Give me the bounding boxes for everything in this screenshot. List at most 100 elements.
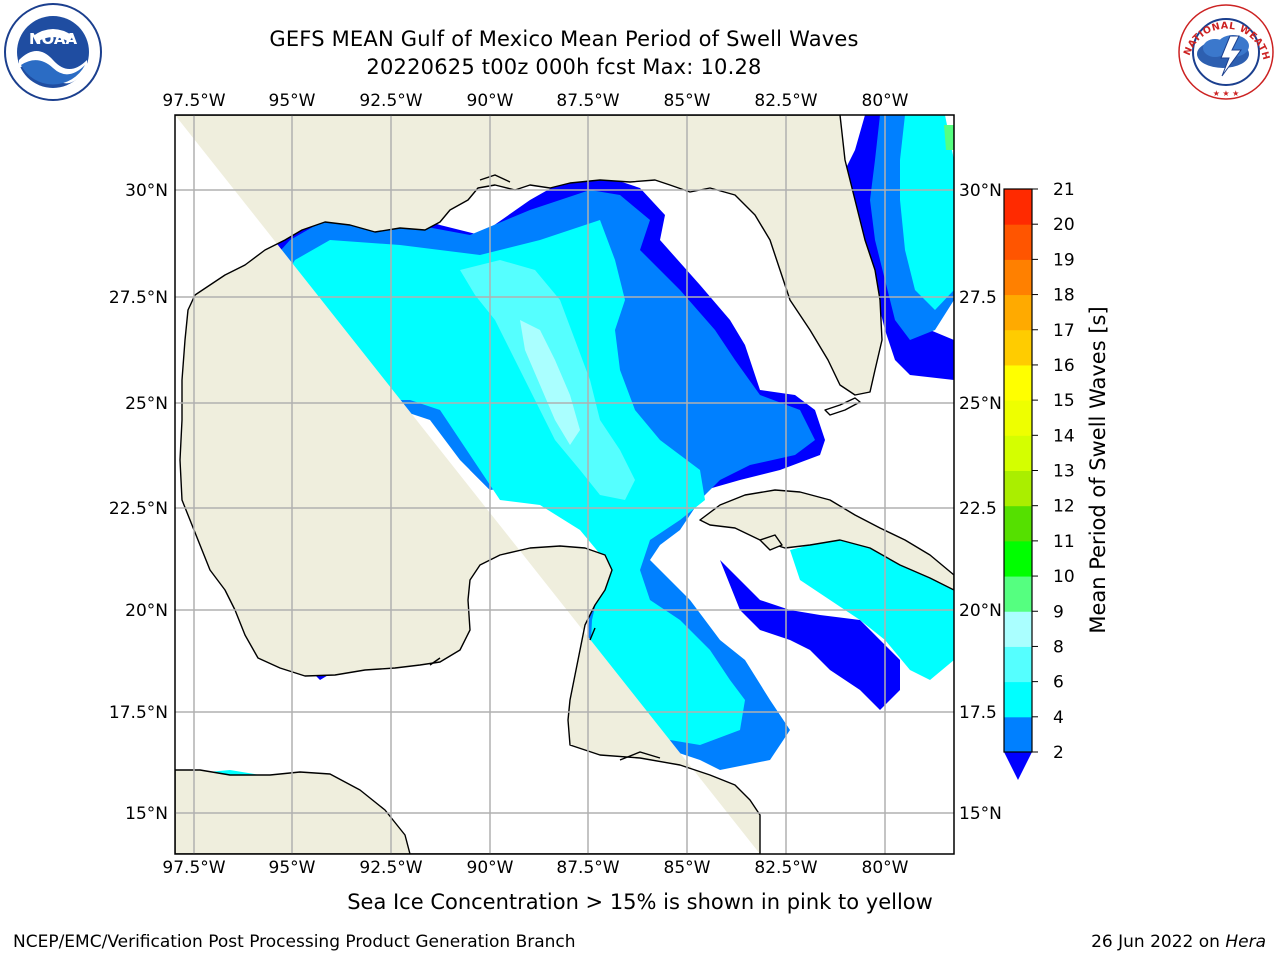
colorbar-tick-label: 4	[1053, 708, 1064, 728]
sea-ice-caption: Sea Ice Concentration > 15% is shown in …	[0, 890, 1280, 914]
colorbar-band	[1004, 329, 1032, 366]
lon-labels-top: 97.5°W 95°W 92.5°W 90°W 87.5°W 85°W 82.5…	[162, 91, 908, 111]
lat-label-left: 27.5°N	[109, 288, 168, 308]
swell-field	[175, 115, 954, 854]
lat-label-right: 15°N	[959, 804, 1002, 824]
lat-label-right: 27.5	[959, 288, 997, 308]
swell-region-green-atlantic	[944, 125, 954, 150]
footer-host: Hera	[1225, 932, 1266, 952]
land-florida-keys	[824, 397, 861, 416]
swell-region-cyan-pacific	[175, 770, 410, 854]
colorbar-tick-label: 21	[1053, 180, 1075, 200]
colorbar-band	[1004, 400, 1032, 436]
lon-label-bottom: 80°W	[862, 858, 909, 878]
swell-region-pale-cyan-pacific	[290, 775, 402, 854]
lon-label-top: 87.5°W	[556, 91, 619, 111]
lon-label-bottom: 95°W	[269, 858, 316, 878]
lat-label-right: 20°N	[959, 601, 1002, 621]
swell-region-green	[300, 772, 330, 782]
map-gridlines	[175, 115, 954, 854]
colorbar-extend-triangle	[1004, 752, 1032, 780]
land-north-america	[175, 115, 883, 854]
lon-label-bottom: 92.5°W	[359, 858, 422, 878]
lon-labels-bottom: 97.5°W 95°W 92.5°W 90°W 87.5°W 85°W 82.5…	[162, 858, 908, 878]
colorbar-label: Mean Period of Swell Waves [s]	[1086, 306, 1110, 633]
colorbar-tick-label: 20	[1053, 215, 1075, 235]
colorbar-band	[1004, 294, 1032, 331]
lat-label-left: 25°N	[125, 394, 168, 414]
lon-label-top: 82.5°W	[754, 91, 817, 111]
colorbar-band	[1004, 259, 1032, 296]
colorbar-tick-label: 2	[1053, 743, 1064, 763]
sea-ice-caption-text: Sea Ice Concentration > 15% is shown in …	[347, 890, 933, 914]
lon-label-top: 97.5°W	[162, 91, 225, 111]
colorbar-band	[1004, 540, 1032, 577]
colorbar-band	[1004, 364, 1032, 401]
colorbar-tick-label: 9	[1053, 602, 1064, 622]
lon-label-bottom: 85°W	[664, 858, 711, 878]
lat-label-left: 20°N	[125, 601, 168, 621]
swell-region-cyan-atlantic	[900, 115, 954, 310]
coastline-details	[429, 174, 661, 761]
colorbar-tick-label: 11	[1053, 532, 1075, 552]
swell-region-blue-atlantic	[870, 115, 954, 340]
colorbar-tick-label: 18	[1053, 286, 1075, 306]
lat-label-right: 30°N	[959, 181, 1002, 201]
colorbar-band	[1004, 505, 1032, 542]
colorbar-band	[1004, 189, 1032, 225]
colorbar-band	[1004, 576, 1032, 612]
chart-title: GEFS MEAN Gulf of Mexico Mean Period of …	[269, 27, 859, 51]
noaa-logo: NOAA	[4, 3, 102, 101]
map-area	[175, 115, 954, 854]
colorbar-tick-label: 19	[1053, 250, 1075, 270]
swell-region-pale-cyan	[520, 320, 580, 445]
lon-label-bottom: 87.5°W	[556, 858, 619, 878]
lat-labels-right: 30°N 27.5 25°N 22.5 20°N 17.5 15°N	[959, 181, 1002, 824]
swell-region-dark-blue-south	[290, 510, 435, 680]
land-isla-juventud	[759, 534, 783, 551]
colorbar-tick-label: 8	[1053, 637, 1064, 657]
chart-subtitle: 20220625 t00z 000h fcst Max: 10.28	[366, 55, 762, 79]
footer-date: 26 Jun 2022 on Hera	[1091, 932, 1266, 952]
swell-region-light-cyan-pacific	[265, 790, 395, 854]
land-cuba	[699, 489, 954, 591]
swell-region-cyan	[270, 220, 745, 745]
lon-label-top: 92.5°W	[359, 91, 422, 111]
lon-label-top: 80°W	[862, 91, 909, 111]
colorbar-tick-label: 10	[1053, 567, 1075, 587]
swell-region-dark-blue-atlantic	[840, 115, 954, 380]
swell-region-blue	[235, 190, 815, 770]
colorbar-band	[1004, 435, 1032, 471]
lon-label-top: 90°W	[467, 91, 514, 111]
map-frame	[174, 114, 955, 855]
colorbar-band	[1004, 611, 1032, 647]
colorbar-tick-label: 15	[1053, 391, 1075, 411]
lat-label-right: 17.5	[959, 703, 997, 723]
colorbar-frame	[1003, 188, 1033, 753]
footer-credit: NCEP/EMC/Verification Post Processing Pr…	[13, 932, 576, 952]
colorbar-tick-label: 16	[1053, 356, 1075, 376]
lat-label-left: 15°N	[125, 804, 168, 824]
colorbar-ticks: 2 4 6 8 9 10 11 12 13 14 15 16 17 18 19 20 21	[1032, 180, 1075, 763]
swell-region-light-cyan-west	[285, 410, 360, 480]
swell-region-dark-blue-caribbean	[720, 560, 900, 710]
colorbar-band	[1004, 224, 1032, 260]
colorbar-band	[1004, 646, 1032, 683]
ocean-background	[175, 115, 954, 854]
lat-label-left: 30°N	[125, 181, 168, 201]
lon-label-bottom: 97.5°W	[162, 858, 225, 878]
footer-date-text: 26 Jun 2022 on	[1091, 932, 1226, 952]
lon-label-top: 85°W	[664, 91, 711, 111]
colorbar-tick-label: 6	[1053, 673, 1064, 693]
lat-label-left: 22.5°N	[109, 499, 168, 519]
lat-label-right: 25°N	[959, 394, 1002, 414]
lon-label-bottom: 90°W	[467, 858, 514, 878]
colorbar-tick-label: 12	[1053, 497, 1075, 517]
nws-logo: NATIONAL WEATHER SERVICE ★ ★ ★	[1175, 2, 1274, 100]
colorbar-band	[1004, 716, 1032, 753]
colorbar-bands	[1004, 189, 1032, 753]
swell-region-dark-blue-north	[225, 178, 825, 500]
colorbar: 2 4 6 8 9 10 11 12 13 14 15 16 17 18 19 20 21 Mean Perio…	[1003, 180, 1110, 780]
noaa-logo-text: NOAA	[29, 30, 78, 48]
